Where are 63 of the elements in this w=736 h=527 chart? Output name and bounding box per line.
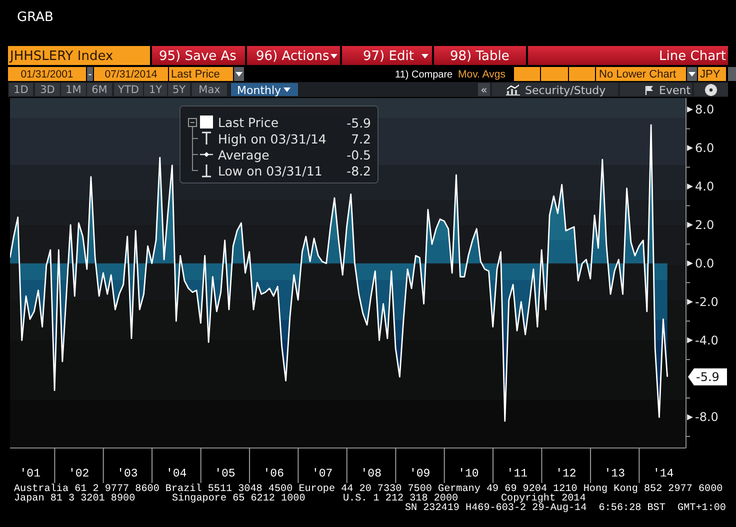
text: U.S. 1 212 318 2000	[343, 493, 458, 504]
text: Event	[659, 84, 692, 96]
annotation: 7.2	[351, 131, 371, 146]
annotation: Low on 03/31/11	[218, 163, 322, 178]
annotation: -8.2	[346, 163, 371, 178]
text: 98) Table	[450, 48, 510, 64]
text: 6M	[92, 84, 108, 96]
text: «	[480, 83, 488, 96]
x-tick-label: '04	[166, 468, 187, 480]
text: Max	[198, 84, 220, 96]
text: 1D	[14, 84, 28, 96]
x-tick-label: '05	[214, 468, 236, 480]
text: 5Y	[172, 84, 186, 96]
text: 3D	[40, 84, 55, 96]
text: JPY	[700, 68, 721, 80]
x-tick-label: '01	[20, 468, 41, 480]
x-tick-label: '11	[506, 468, 528, 480]
legend-label: Last Price	[218, 115, 279, 130]
x-tick-label: '09	[409, 468, 430, 480]
text: 97) Edit	[363, 48, 414, 64]
y-tick-label: -8.0	[695, 410, 718, 424]
text: YTD	[117, 84, 139, 96]
y-tick-label: 8.0	[695, 102, 714, 117]
annotation: High on 03/31/14	[218, 131, 326, 146]
y-tick-label: 0.0	[695, 256, 714, 270]
annotation: -0.5	[346, 147, 371, 162]
y-tick-label: 2.0	[695, 218, 714, 232]
x-tick-label: '03	[117, 468, 138, 480]
x-tick-label: '12	[556, 468, 576, 480]
y-tick-label: 4.0	[695, 179, 714, 194]
text: 07/31/2014	[104, 68, 158, 80]
x-tick-label: '07	[312, 468, 333, 480]
text: 1Y	[148, 84, 163, 96]
y-tick-label: -2.0	[695, 294, 718, 309]
text: 01/31/2001	[20, 68, 74, 80]
x-tick-label: '10	[458, 468, 479, 480]
y-tick-label: 6.0	[695, 141, 714, 155]
x-tick-label: '14	[652, 468, 674, 480]
annotation: Average	[218, 147, 270, 162]
text: GRAB	[17, 10, 54, 24]
text: Monthly	[237, 84, 282, 96]
x-tick-label: '02	[68, 468, 90, 480]
x-tick-label: '06	[263, 468, 284, 480]
annotation: -5.9	[346, 115, 372, 130]
text: 11) Compare	[395, 69, 454, 80]
x-tick-label: '13	[604, 468, 626, 480]
text: Line Chart	[659, 48, 726, 64]
text: Last Price	[171, 68, 220, 80]
annotation: -5.9	[696, 370, 720, 384]
text: Singapore 65 6212 1000	[172, 492, 306, 504]
text: No Lower Chart	[599, 68, 676, 80]
chart-title: JHHSLERY Index	[9, 48, 114, 64]
text: Security/Study	[525, 84, 606, 96]
x-tick-label: '08	[360, 468, 382, 480]
text: Japan 81 3 3201 8900	[14, 493, 136, 504]
text: Copyright 2014	[501, 492, 586, 504]
text: 95) Save As	[159, 48, 237, 64]
text: SN 232419 H469-603-2 29-Aug-14 6:56:28 BST GMT+1:00	[404, 502, 726, 514]
text: Mov. Avgs	[458, 68, 506, 80]
y-tick-label: -4.0	[695, 333, 718, 348]
text: 96) Actions	[256, 48, 330, 64]
text: 1M	[66, 84, 82, 96]
text: Australia 61 2 9777 8600 Brazil 5511 3048 4500 Europe 44 20 7330 7500 Germany 49 69 9204 1210 Hong Kong 852 2977 6000	[14, 482, 723, 494]
